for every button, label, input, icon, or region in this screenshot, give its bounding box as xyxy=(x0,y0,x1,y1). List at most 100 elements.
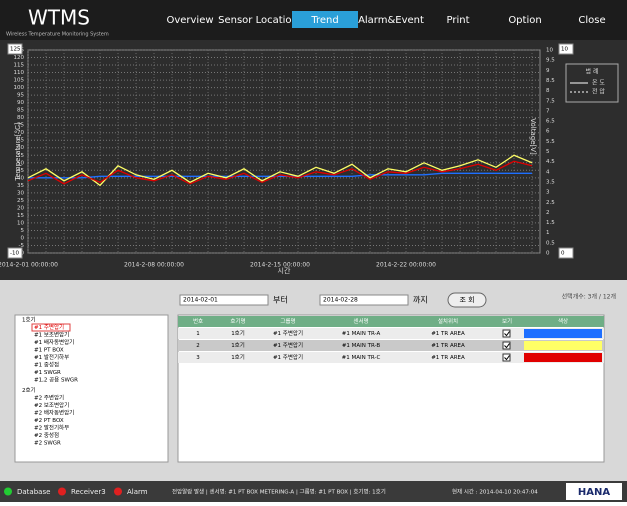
tree-group[interactable]: 1호기 xyxy=(22,316,36,324)
tree-item[interactable]: #2 배자동변압기 xyxy=(34,409,74,417)
column-header: 호기명 xyxy=(230,317,245,325)
table-cell: 1호기 xyxy=(231,329,245,337)
tree-item[interactable]: #2 발전기하부 xyxy=(34,424,69,432)
column-header: 설치위치 xyxy=(438,317,458,325)
color-swatch xyxy=(524,329,602,338)
date-value: 2014-02-28 xyxy=(323,297,358,304)
x-tick-label: 2014-2-22 00:00:00 xyxy=(376,262,436,269)
y2-tick-label: 7 xyxy=(546,108,550,114)
nav-item[interactable]: Close xyxy=(578,15,605,26)
y2-tick-label: 9.5 xyxy=(546,58,555,64)
y2-tick-label: 2 xyxy=(546,210,550,216)
y-tick-label: 35 xyxy=(17,183,24,189)
tree-group[interactable]: 2호기 xyxy=(22,386,36,394)
y2-tick-label: 4.5 xyxy=(546,159,555,165)
tree-item[interactable]: #1 SWGR xyxy=(34,370,61,376)
nav-item[interactable]: Overview xyxy=(166,15,213,26)
column-header: 센서명 xyxy=(353,317,368,325)
y2-tick-label: 3 xyxy=(546,190,550,196)
tree-item[interactable]: #1 보조변압기 xyxy=(34,331,69,339)
table-cell: #1 TR AREA xyxy=(431,355,465,361)
y-tick-label: 15 xyxy=(17,213,24,219)
y-tick-label: 105 xyxy=(14,78,25,84)
selection-count: 선택개수: 3개 / 12개 xyxy=(562,293,616,301)
y-label: Temperature[°C] xyxy=(14,122,22,181)
nav-item[interactable]: Print xyxy=(446,15,469,26)
y-tick-label: 120 xyxy=(14,55,25,61)
to-suffix: 까지 xyxy=(413,296,428,305)
status-label: Receiver3 xyxy=(71,488,106,496)
y2-tick-label: 2.5 xyxy=(546,200,555,206)
tree-item[interactable]: #1 PT BOX xyxy=(34,348,64,354)
tree-item[interactable]: #2 SWGR xyxy=(34,441,61,447)
status-time: 현재 시간 : 2014-04-10 20:47:04 xyxy=(452,488,538,496)
chart-panel xyxy=(0,40,627,280)
tree-item[interactable]: #1 중성점 xyxy=(34,361,59,369)
y-tick-label: 25 xyxy=(17,198,24,204)
legend-label: 전 압 xyxy=(592,88,605,96)
y2-tick-label: 8 xyxy=(546,88,550,94)
logo: WTMS xyxy=(28,6,90,30)
table-cell: 3 xyxy=(196,355,200,361)
limit-value: 10 xyxy=(561,47,568,53)
status-light xyxy=(114,488,122,496)
tree-item[interactable]: #2 중성점 xyxy=(34,431,59,439)
y2-tick-label: 7.5 xyxy=(546,98,555,104)
y-tick-label: 100 xyxy=(14,85,25,91)
limit-value: -10 xyxy=(10,251,19,257)
column-header: 색상 xyxy=(558,317,568,325)
y-tick-label: 0 xyxy=(21,235,25,241)
subtitle: Wireless Temperature Monitoring System xyxy=(6,32,109,38)
from-suffix: 부터 xyxy=(273,296,288,305)
search-label[interactable]: 조 회 xyxy=(459,296,474,304)
legend-title: 범 례 xyxy=(586,68,599,76)
y-tick-label: 90 xyxy=(17,100,24,106)
tree-item[interactable]: #1 주변압기 xyxy=(34,323,64,331)
brand: HANA xyxy=(578,487,610,498)
tree-item[interactable]: #2 주변압기 xyxy=(34,394,64,402)
y2-tick-label: 5 xyxy=(546,149,550,155)
table-cell: 1호기 xyxy=(231,353,245,361)
column-header: 그룹명 xyxy=(280,318,295,325)
nav-item[interactable]: Option xyxy=(508,15,541,26)
y-tick-label: 10 xyxy=(17,220,24,226)
nav-item[interactable]: Alarm&Event xyxy=(358,15,424,26)
color-swatch xyxy=(524,353,602,362)
tree-item[interactable]: #1,2 공용 SWGR xyxy=(34,377,78,384)
y-tick-label: 95 xyxy=(17,93,24,99)
table-cell: #1 주변압기 xyxy=(273,353,303,361)
tree-item[interactable]: #2 PT BOX xyxy=(34,418,64,424)
tree-item[interactable]: #1 발전기하부 xyxy=(34,353,69,361)
column-header: 보기 xyxy=(502,317,512,325)
table-cell: #1 MAIN TR-C xyxy=(342,355,381,361)
y2-tick-label: 0 xyxy=(546,251,550,257)
tree-item[interactable]: #1 배자동변압기 xyxy=(34,338,74,346)
x-label: 시간 xyxy=(278,266,291,275)
status-light xyxy=(4,488,12,496)
table-cell: 2 xyxy=(196,343,200,349)
y2-tick-label: 6 xyxy=(546,129,550,135)
y2-tick-label: 9 xyxy=(546,68,550,74)
table-cell: #1 주변압기 xyxy=(273,329,303,337)
status-label: Alarm xyxy=(127,488,148,496)
table-cell: #1 TR AREA xyxy=(431,331,465,337)
nav-item[interactable]: Trend xyxy=(310,15,338,26)
tree-item[interactable]: #2 보조변압기 xyxy=(34,401,69,409)
nav-item[interactable]: Sensor Location xyxy=(218,15,298,26)
y2-tick-label: 0.5 xyxy=(546,240,555,246)
y2-tick-label: 5.5 xyxy=(546,139,555,145)
y-tick-label: 5 xyxy=(21,228,25,234)
y-tick-label: 110 xyxy=(14,70,25,76)
table-cell: #1 주변압기 xyxy=(273,341,303,349)
y-tick-label: 85 xyxy=(17,108,24,114)
y2-tick-label: 6.5 xyxy=(546,119,555,125)
legend-label: 온 도 xyxy=(592,80,605,87)
table-cell: #1 MAIN TR-A xyxy=(342,331,381,337)
status-message: 전압알람 발생 | 센서명: #1 PT BOX METERING-A | 그룹… xyxy=(172,488,386,496)
y-tick-label: 20 xyxy=(17,205,24,211)
y2-tick-label: 4 xyxy=(546,169,550,175)
limit-value: 0 xyxy=(561,251,565,257)
table-cell: 1호기 xyxy=(231,341,245,349)
